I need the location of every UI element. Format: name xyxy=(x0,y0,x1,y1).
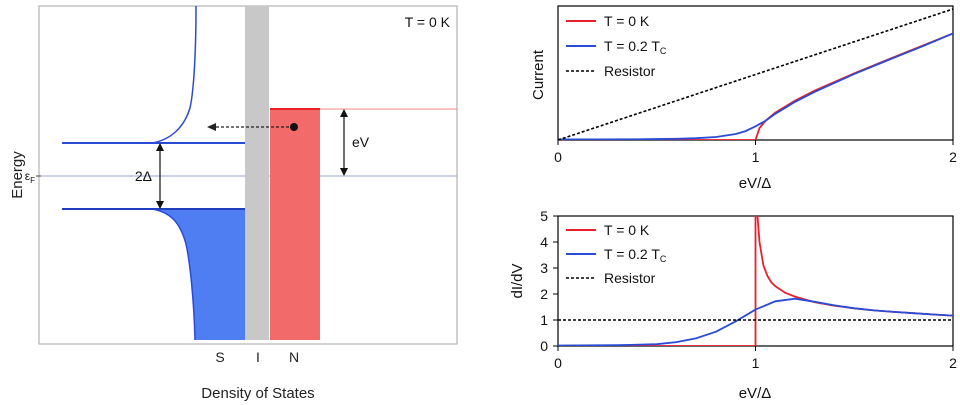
legend-label-resistor: Resistor xyxy=(604,270,656,286)
current-plot-legend: T = 0 K T = 0.2 TC Resistor xyxy=(566,13,667,79)
x-tick-label: 1 xyxy=(752,355,760,371)
region-label-n: N xyxy=(289,349,299,365)
gap-arrow-head-top xyxy=(156,143,164,151)
current-ylabel: Current xyxy=(530,49,547,100)
conductance-plot-yticks: 0 1 2 3 4 5 xyxy=(540,208,558,354)
y-tick-label: 4 xyxy=(540,234,548,250)
x-tick-label: 2 xyxy=(949,355,957,371)
y-tick-label: 5 xyxy=(540,208,548,224)
y-tick-label: 0 xyxy=(540,338,548,354)
dos-axis-label: Density of States xyxy=(201,385,314,402)
sin-diagram: 2Δ eV T = 0 K εF Energy Density of State… xyxy=(9,5,458,402)
x-tick-label: 0 xyxy=(554,355,562,371)
bias-arrow-head-bottom xyxy=(340,168,348,176)
fermi-subscript: F xyxy=(30,176,35,185)
superconductor-filled-states xyxy=(62,209,245,340)
gap-label: 2Δ xyxy=(135,168,152,184)
fermi-label: εF xyxy=(25,169,35,185)
insulator-barrier xyxy=(245,6,269,340)
energy-axis-label: Energy xyxy=(9,151,26,199)
x-tick-label: 2 xyxy=(949,149,957,165)
conductance-plot-xticks: 0 1 2 xyxy=(554,346,957,371)
current-plot-series xyxy=(558,8,953,140)
electron-dot xyxy=(290,123,298,131)
legend-label-t02: T = 0.2 TC xyxy=(604,38,667,56)
legend-label-t02-main: T = 0.2 T xyxy=(604,246,660,262)
superconductor-lower-dos-curve xyxy=(62,208,196,341)
temperature-annotation: T = 0 K xyxy=(405,14,451,30)
series-line-1 xyxy=(558,297,953,346)
legend-label-t02: T = 0.2 TC xyxy=(604,246,667,264)
current-xlabel: eV/Δ xyxy=(739,175,772,192)
x-tick-label: 1 xyxy=(752,149,760,165)
superconductor-upper-dos-curve xyxy=(62,5,197,144)
region-label-s: S xyxy=(215,349,224,365)
conductance-plot-legend: T = 0 K T = 0.2 TC Resistor xyxy=(566,222,667,286)
conductance-plot-series xyxy=(558,216,953,346)
bias-label: eV xyxy=(352,134,370,150)
current-plot-xticks: 0 1 2 xyxy=(554,140,957,165)
conductance-plot: 0 1 2 0 1 2 3 4 5 T = 0 K T = 0.2 TC Resistor d… xyxy=(509,208,957,402)
y-tick-label: 3 xyxy=(540,260,548,276)
y-tick-label: 2 xyxy=(540,286,548,302)
series-line-1 xyxy=(558,32,953,140)
bias-arrow-head-top xyxy=(340,109,348,117)
conductance-xlabel: eV/Δ xyxy=(739,385,772,402)
legend-label-resistor: Resistor xyxy=(604,63,656,79)
normal-metal-block xyxy=(270,109,320,340)
region-label-i: I xyxy=(256,349,260,365)
x-tick-label: 0 xyxy=(554,149,562,165)
gap-arrow-head-bottom xyxy=(156,201,164,209)
tunneling-arrow-head xyxy=(207,123,216,131)
fermi-symbol: ε xyxy=(25,169,31,183)
legend-label-t02-sub: C xyxy=(660,46,667,56)
conductance-ylabel: dI/dV xyxy=(509,263,526,298)
legend-label-t02-sub: C xyxy=(660,254,667,264)
series-line-2 xyxy=(558,8,953,140)
legend-label-t0: T = 0 K xyxy=(604,222,650,238)
y-tick-label: 1 xyxy=(540,312,548,328)
legend-label-t02-main: T = 0.2 T xyxy=(604,38,660,54)
legend-label-t0: T = 0 K xyxy=(604,13,650,29)
